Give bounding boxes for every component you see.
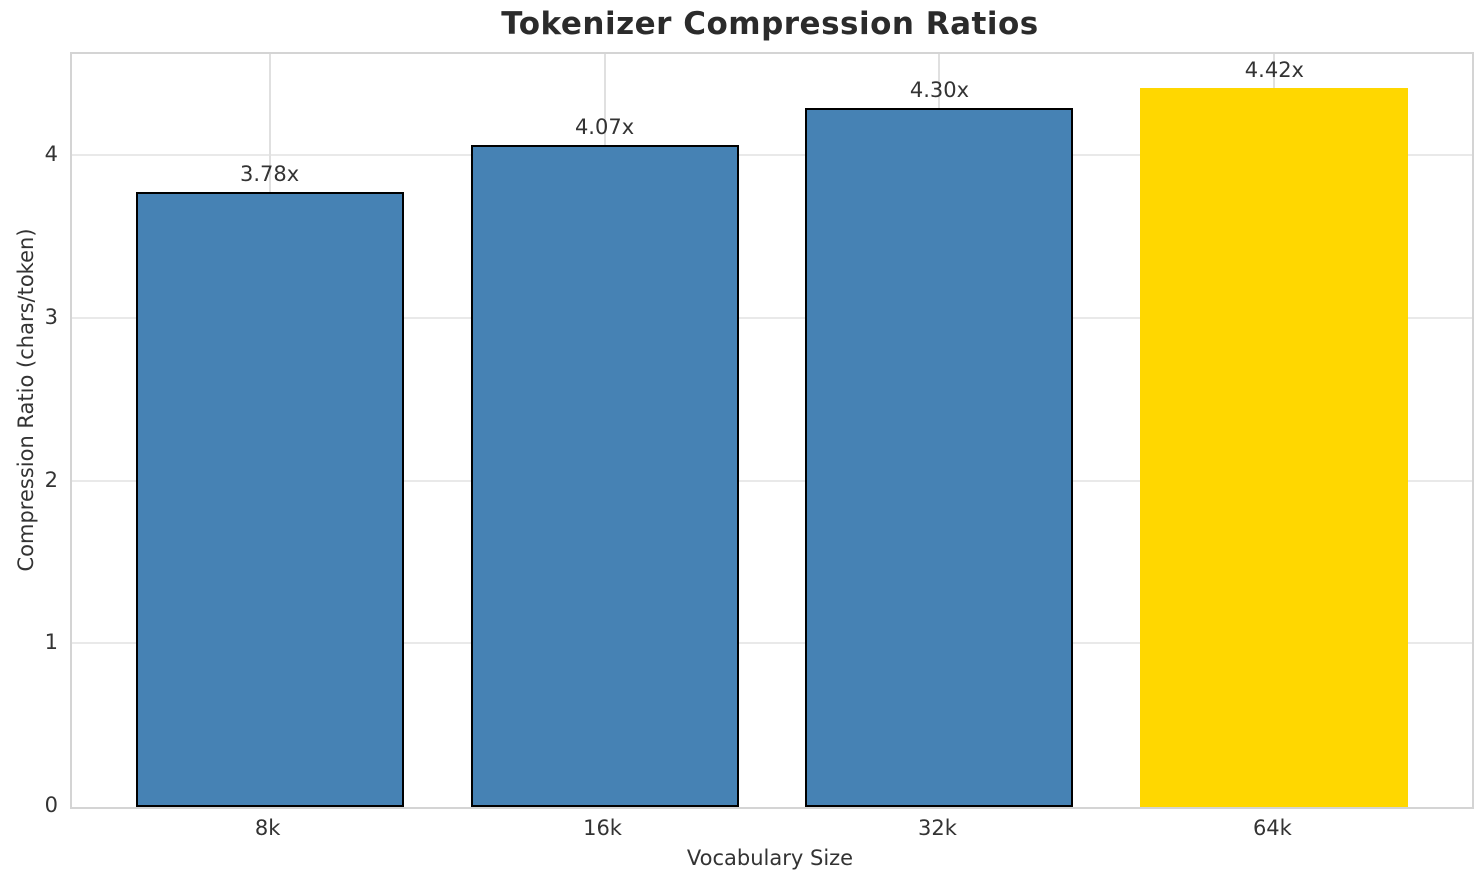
- chart-title: Tokenizer Compression Ratios: [501, 6, 1039, 42]
- horizontal-gridline: [72, 642, 1472, 645]
- x-tick-label-8k: 8k: [254, 816, 281, 840]
- bar-32k: [805, 107, 1074, 807]
- x-tick-label-16k: 16k: [583, 816, 622, 840]
- bar-16k: [470, 145, 739, 807]
- plot-area: 3.78x 4.07x 4.30x 4.42x: [70, 52, 1474, 809]
- horizontal-gridline: [72, 154, 1472, 157]
- y-axis-label: Compression Ratio (chars/token): [14, 228, 38, 572]
- bar-value-label: 3.78x: [240, 162, 300, 187]
- y-tick-label: 3: [44, 305, 58, 330]
- y-tick-label: 2: [44, 467, 58, 492]
- horizontal-gridline: [72, 479, 1472, 482]
- y-tick-label: 1: [44, 630, 58, 655]
- bar-8k: [135, 192, 404, 807]
- x-tick-label-32k: 32k: [918, 816, 957, 840]
- y-tick-label: 0: [44, 793, 58, 817]
- y-tick-label: 4: [44, 142, 58, 167]
- x-tick-label-64k: 64k: [1252, 816, 1292, 840]
- bar-value-label: 4.42x: [1244, 58, 1304, 83]
- bar-value-label: 4.07x: [574, 115, 635, 140]
- x-axis-label: Vocabulary Size: [686, 846, 854, 870]
- bar-64k: [1140, 88, 1409, 807]
- bar-value-label: 4.30x: [909, 77, 970, 102]
- horizontal-gridline: [72, 317, 1472, 320]
